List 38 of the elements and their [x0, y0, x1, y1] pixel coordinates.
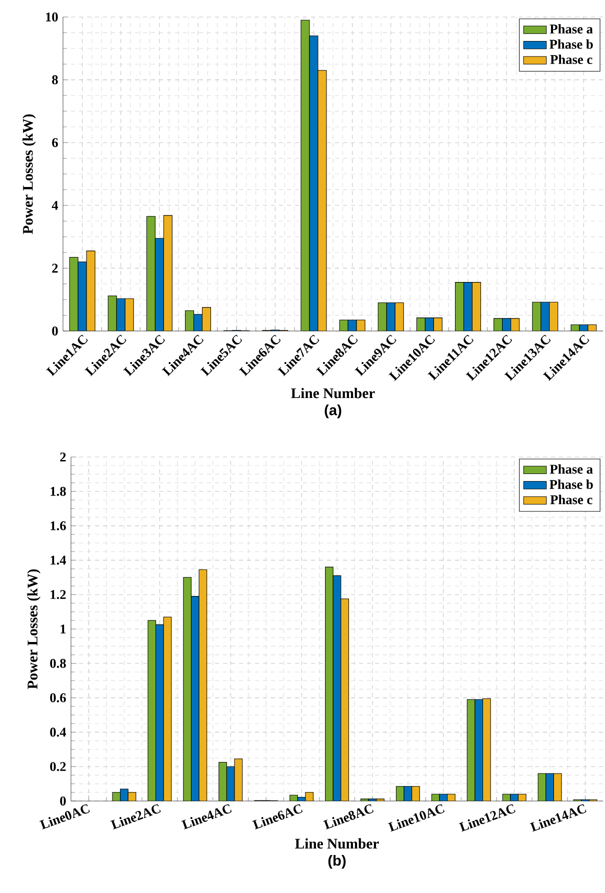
y-axis-title: Power Losses (kW) — [27, 569, 40, 690]
legend-label: Phase a — [550, 24, 593, 34]
bar — [546, 773, 554, 801]
bar — [218, 762, 227, 801]
legend-label: Phase b — [550, 480, 593, 489]
y-tick-label: 1.2 — [50, 590, 66, 600]
y-axis-title: Power Losses (kW) — [22, 114, 36, 234]
y-tick-label: 0.6 — [50, 693, 66, 702]
bar — [325, 566, 334, 801]
y-tick-label: 2 — [60, 452, 66, 462]
legend-label: Phase a — [550, 464, 593, 474]
y-tick-label: 0.4 — [50, 728, 66, 737]
bar — [108, 296, 117, 331]
y-tick-label: 0 — [60, 796, 66, 806]
text: (a) — [324, 404, 342, 418]
y-tick-label: 8 — [52, 75, 58, 84]
x-axis-title: Line Number — [291, 388, 375, 398]
legend-label: Phase b — [550, 39, 593, 49]
y-tick-label: 1.6 — [50, 521, 66, 530]
text: (b) — [328, 854, 346, 869]
y-tick-label: 0 — [52, 326, 58, 336]
y-tick-label: 4 — [52, 201, 58, 210]
bar — [455, 282, 464, 331]
bar — [532, 302, 542, 331]
y-tick-label: 1.8 — [50, 486, 66, 496]
y-tick-label: 2 — [52, 264, 58, 273]
bar — [378, 302, 387, 331]
legend-label: Phase c — [550, 494, 592, 504]
y-tick-label: 1 — [60, 624, 66, 634]
y-tick-label: 1.4 — [50, 556, 66, 565]
y-tick-label: 0.8 — [50, 658, 66, 668]
y-tick-label: 6 — [52, 138, 58, 148]
legend-label: Phase c — [550, 54, 592, 64]
y-tick-label: 10 — [46, 12, 58, 22]
x-axis-title: Line Number — [295, 838, 379, 849]
bar — [185, 310, 194, 331]
bar — [146, 216, 156, 331]
y-tick-label: 0.2 — [50, 762, 66, 772]
